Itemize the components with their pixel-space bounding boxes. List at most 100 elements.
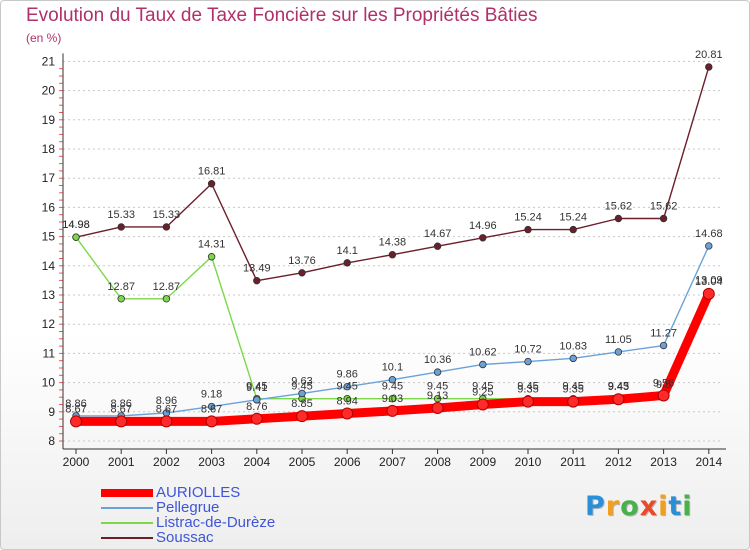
data-label-listrac-de-dur-ze: 13.09 (695, 274, 723, 286)
legend-item: AURIOLLES (101, 484, 321, 501)
data-point-auriolles (386, 404, 399, 417)
series-layer (70, 63, 715, 428)
data-label-pellegrue: 14.68 (695, 228, 723, 240)
y-tick-label: 10 (42, 376, 56, 390)
legend-label: AURIOLLES (156, 484, 241, 501)
data-point-auriolles (296, 410, 308, 423)
data-point-pellegrue (569, 354, 577, 363)
data-label-soussac: 15.62 (650, 200, 678, 212)
x-tick-label: 2006 (334, 455, 361, 469)
data-point-auriolles (160, 415, 173, 428)
data-point-auriolles (522, 395, 534, 408)
series-line-listrac-de-dur-ze (75, 236, 710, 400)
data-point-pellegrue (524, 357, 532, 366)
data-label-pellegrue: 9.41 (246, 382, 267, 394)
data-label-pellegrue: 10.36 (424, 354, 452, 366)
logo-letter: t (668, 491, 683, 522)
data-label-auriolles: 9.13 (427, 390, 448, 402)
legend-item: Listrac-de-Durèze (101, 514, 321, 531)
y-tick-label: 12 (42, 317, 56, 331)
data-point-soussac (343, 259, 351, 267)
y-tick-label: 18 (42, 142, 56, 156)
data-label-auriolles: 13.04 (695, 276, 723, 288)
legend-swatch (101, 522, 153, 524)
data-label-soussac: 14.98 (62, 219, 90, 231)
y-tick-label: 13 (42, 288, 56, 302)
y-tick-label: 9 (48, 405, 55, 419)
data-label-auriolles: 9.43 (608, 381, 629, 393)
data-label-soussac: 14.1 (336, 245, 357, 257)
y-tick-label: 19 (42, 113, 56, 127)
data-point-listrac-de-dur-ze (207, 253, 216, 261)
data-label-auriolles: 8.67 (110, 403, 131, 415)
data-point-listrac-de-dur-ze (117, 295, 125, 303)
data-label-pellegrue: 11.27 (650, 328, 677, 340)
data-point-auriolles (702, 287, 715, 300)
data-point-pellegrue (298, 389, 306, 398)
data-label-listrac-de-dur-ze: 12.87 (153, 281, 181, 293)
data-label-auriolles: 9.03 (382, 393, 403, 405)
data-point-pellegrue (388, 375, 397, 384)
legend-label: Listrac-de-Durèze (156, 514, 276, 531)
data-label-pellegrue: 10.62 (469, 346, 497, 358)
x-tick-label: 2002 (153, 455, 180, 469)
data-label-listrac-de-dur-ze: 9.45 (562, 381, 583, 393)
data-label-soussac: 14.67 (424, 228, 452, 240)
data-point-auriolles (476, 398, 489, 411)
data-label-listrac-de-dur-ze: 9.45 (246, 381, 267, 393)
x-tick-label: 2004 (243, 455, 270, 469)
logo-letter: o (620, 491, 640, 522)
data-point-auriolles (250, 412, 263, 425)
data-point-listrac-de-dur-ze (72, 233, 80, 241)
x-tick-label: 2000 (63, 455, 90, 469)
data-label-soussac: 15.62 (605, 200, 633, 212)
data-label-pellegrue: 8.86 (110, 398, 131, 410)
y-tick-label: 20 (42, 84, 56, 98)
legend-label: Soussac (156, 529, 214, 546)
data-label-listrac-de-dur-ze: 9.45 (608, 381, 629, 393)
data-point-auriolles (205, 415, 218, 428)
proxiti-logo: Proxiti (585, 491, 693, 522)
data-point-soussac (524, 225, 532, 234)
x-tick-label: 2007 (379, 455, 406, 469)
data-label-auriolles: 8.67 (156, 403, 177, 415)
data-label-soussac: 13.76 (288, 255, 316, 267)
data-label-pellegrue: 10.1 (382, 362, 403, 374)
data-point-pellegrue (343, 382, 351, 391)
data-label-auriolles: 9.35 (517, 384, 538, 396)
axis-layer: 8 9 10 11 12 13 14 15 16 17 18 19 20 21 2000 2001 2002 20… (42, 53, 726, 469)
chart-subtitle: (en %) (26, 31, 62, 45)
data-label-listrac-de-dur-ze: 9.45 (472, 381, 493, 393)
data-point-listrac-de-dur-ze (162, 295, 171, 303)
data-label-soussac: 14.96 (469, 220, 497, 232)
y-tick-label: 15 (42, 230, 56, 244)
data-point-auriolles (341, 407, 354, 420)
data-point-pellegrue (433, 368, 442, 376)
x-tick-label: 2003 (198, 455, 225, 469)
data-point-soussac (117, 223, 125, 231)
data-point-auriolles (431, 402, 444, 415)
logo-letter: r (605, 491, 621, 522)
data-label-listrac-de-dur-ze: 14.31 (198, 239, 226, 251)
data-point-pellegrue (479, 360, 487, 369)
data-label-listrac-de-dur-ze: 9.45 (382, 381, 403, 393)
data-point-soussac (388, 251, 397, 259)
data-point-auriolles (567, 395, 580, 408)
y-tick-label: 16 (42, 200, 56, 214)
legend-item: Soussac (101, 529, 321, 546)
chart-title: Evolution du Taux de Taxe Foncière sur l… (26, 5, 538, 26)
data-point-auriolles (115, 415, 128, 428)
data-point-pellegrue (659, 341, 668, 350)
data-label-pellegrue: 9.63 (291, 375, 312, 387)
data-label-auriolles: 8.76 (246, 401, 267, 413)
data-label-auriolles: 9.35 (562, 384, 583, 396)
data-label-auriolles: 8.85 (291, 398, 312, 410)
data-point-auriolles (70, 415, 82, 428)
legend-swatch (101, 507, 153, 509)
legend: AURIOLLES Pellegrue Listrac-de-Durèze Souss… (101, 484, 321, 546)
data-point-soussac (207, 180, 216, 188)
data-label-soussac: 15.24 (559, 212, 587, 224)
data-point-soussac (253, 276, 261, 285)
